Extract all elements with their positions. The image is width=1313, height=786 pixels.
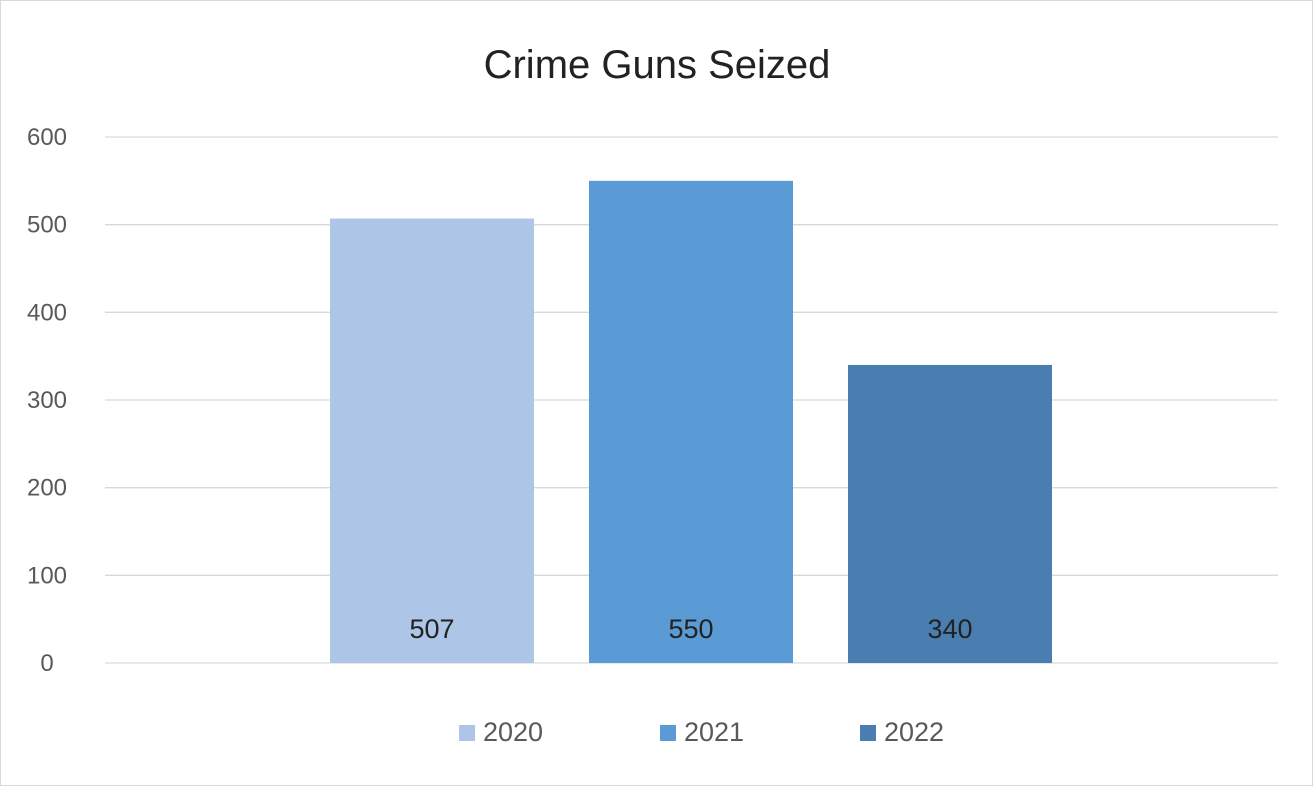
y-tick-label-100: 100 (27, 562, 67, 589)
bar-2020 (330, 218, 534, 663)
y-tick-label-500: 500 (27, 212, 67, 239)
legend-swatch-2022 (860, 725, 876, 741)
data-label-2021: 550 (668, 614, 713, 644)
legend-label-2020: 2020 (483, 717, 543, 747)
data-labels: 507 550 340 (409, 614, 972, 644)
data-label-2022: 340 (927, 614, 972, 644)
legend-label-2022: 2022 (884, 717, 944, 747)
data-label-2020: 507 (409, 614, 454, 644)
legend: 2020 2021 2022 (459, 717, 944, 747)
y-tick-label-300: 300 (27, 387, 67, 414)
y-tick-label-200: 200 (27, 475, 67, 502)
bar-2022 (848, 364, 1052, 663)
legend-swatch-2021 (660, 725, 676, 741)
legend-label-2021: 2021 (684, 717, 744, 747)
y-tick-label-400: 400 (27, 299, 67, 326)
bars (330, 180, 1052, 664)
bar-2021 (589, 180, 793, 664)
chart-title: Crime Guns Seized (484, 43, 831, 87)
y-tick-label-600: 600 (27, 124, 67, 151)
y-axis-ticks: 0 100 200 300 400 500 600 (27, 124, 67, 677)
legend-swatch-2020 (459, 725, 475, 741)
y-tick-label-0: 0 (40, 650, 53, 677)
